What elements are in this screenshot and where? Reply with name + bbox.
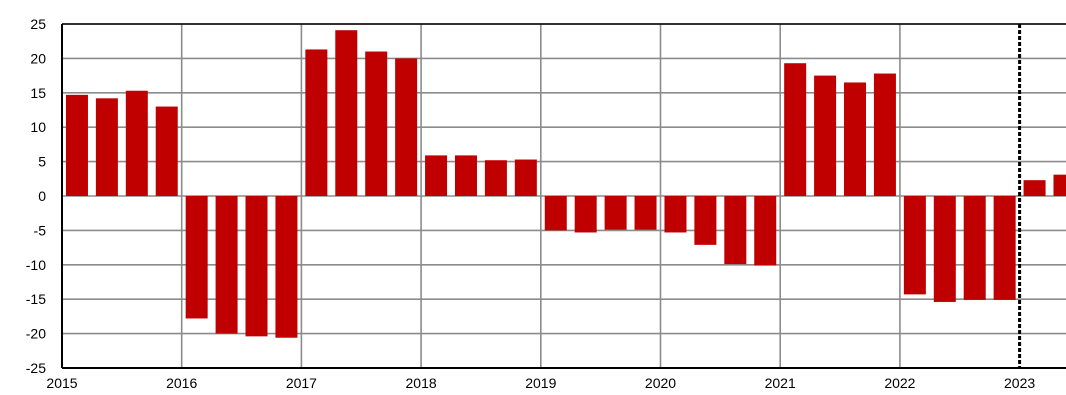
bar [694, 196, 717, 245]
bar [634, 196, 657, 230]
bars [65, 30, 1066, 338]
x-tick-label: 2019 [525, 375, 556, 390]
bar [514, 159, 537, 196]
bar [484, 160, 507, 196]
bar [963, 196, 986, 300]
bar [724, 196, 747, 265]
bar [245, 196, 268, 337]
bar [1023, 180, 1046, 196]
bar [275, 196, 298, 338]
y-tick-label: 5 [38, 154, 46, 170]
bar [544, 196, 567, 231]
x-tick-label: 2022 [884, 375, 915, 390]
y-tick-label: 15 [30, 85, 46, 101]
bar [125, 90, 148, 196]
bar [395, 58, 418, 197]
x-tick-label: 2021 [765, 375, 796, 390]
bar [425, 155, 448, 196]
bar [185, 196, 208, 319]
x-tick-label: 2015 [46, 375, 77, 390]
y-tick-label: 25 [30, 16, 46, 32]
bar [1053, 174, 1066, 196]
bar [454, 155, 477, 196]
axes [61, 23, 1066, 369]
bar [65, 94, 88, 196]
x-tick-label: 2016 [166, 375, 197, 390]
bar [844, 82, 867, 196]
bar [335, 30, 358, 196]
bar [814, 75, 837, 196]
y-tick-label: -25 [26, 360, 46, 376]
y-tick-label: -20 [26, 326, 46, 342]
y-tick-label: -15 [26, 291, 46, 307]
bar [365, 51, 388, 196]
x-tick-label: 2020 [645, 375, 676, 390]
y-tick-label: 0 [38, 188, 46, 204]
y-tick-label: -5 [34, 222, 47, 238]
x-tick-label: 2023 [1004, 375, 1035, 390]
bar [754, 196, 777, 266]
y-tick-label: -10 [26, 257, 46, 273]
y-tick-label: 10 [30, 119, 46, 135]
bar [993, 196, 1016, 300]
bar [604, 196, 627, 230]
bar [215, 196, 238, 334]
bar [155, 106, 178, 196]
bar [574, 196, 597, 233]
bar [95, 98, 118, 196]
bar [873, 73, 896, 196]
bar [903, 196, 926, 295]
bar [664, 196, 687, 233]
bar [305, 49, 328, 197]
x-tick-label: 2017 [286, 375, 317, 390]
bar [784, 63, 807, 196]
y-tick-label: 20 [30, 50, 46, 66]
bar [933, 196, 956, 302]
x-tick-label: 2018 [406, 375, 437, 390]
